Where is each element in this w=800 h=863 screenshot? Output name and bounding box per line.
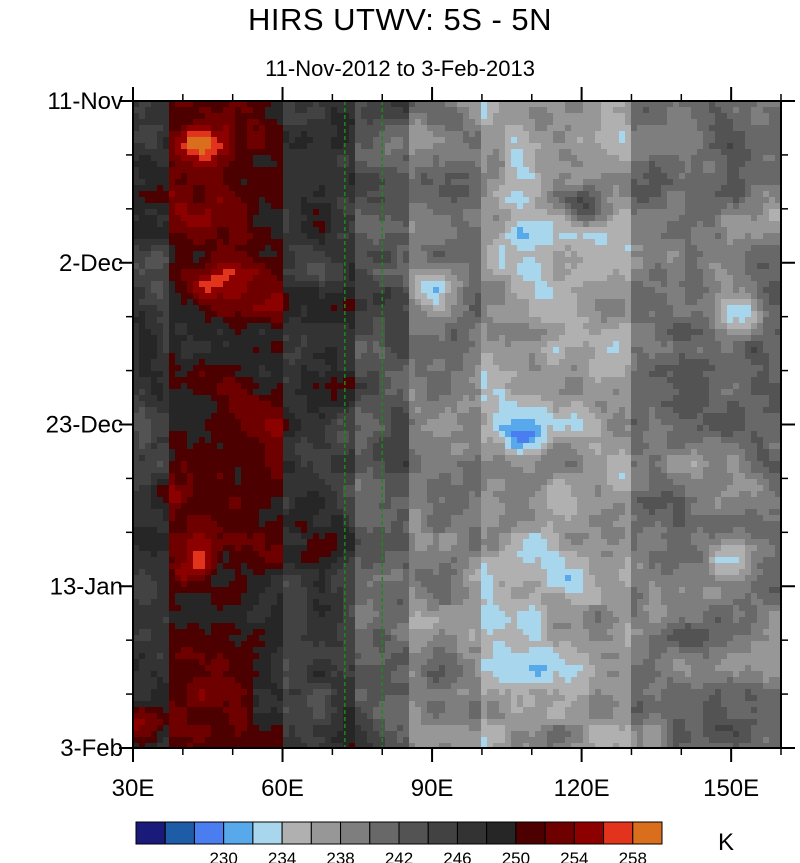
colorbar-tick-label: 254 — [560, 849, 588, 863]
x-tick-labels: 30E 60E 90E 120E 150E — [112, 775, 760, 802]
colorbar-box — [398, 821, 429, 845]
colorbar-box — [603, 821, 634, 845]
colorbar-box — [515, 821, 546, 845]
colorbar-box — [135, 821, 166, 845]
y-tick-labels: 11-Nov 2-Dec 23-Dec 13-Jan 3-Feb — [46, 88, 123, 762]
colorbar-box — [310, 821, 342, 845]
colorbar-box — [223, 821, 254, 845]
x-tick-label: 90E — [411, 775, 454, 802]
colorbar-unit: K — [718, 829, 735, 856]
colorbar-box — [193, 821, 225, 845]
x-tick-label: 120E — [554, 775, 610, 802]
colorbar — [135, 821, 663, 845]
axis-ticks — [119, 87, 795, 762]
colorbar-box — [544, 821, 575, 845]
colorbar-box — [573, 821, 605, 845]
colorbar-box — [427, 821, 458, 845]
heatmap-field — [133, 101, 781, 748]
colorbar-box — [281, 821, 312, 845]
colorbar-box — [456, 821, 488, 845]
y-tick-label: 3-Feb — [60, 735, 123, 762]
colorbar-tick-label: 234 — [268, 849, 296, 863]
chart-subtitle: 11-Nov-2012 to 3-Feb-2013 — [265, 56, 535, 81]
y-tick-label: 13-Jan — [50, 573, 123, 600]
colorbar-box — [164, 821, 195, 845]
colorbar-box — [252, 821, 283, 845]
colorbar-tick-label: 238 — [326, 849, 354, 863]
colorbar-labels: 230 234 238 242 246 250 254 258 — [209, 849, 646, 863]
colorbar-tick-label: 250 — [502, 849, 530, 863]
colorbar-tick-label: 230 — [209, 849, 237, 863]
y-tick-label: 23-Dec — [46, 412, 123, 439]
colorbar-tick-label: 258 — [619, 849, 647, 863]
colorbar-box — [340, 821, 371, 845]
chart-title: HIRS UTWV: 5S - 5N — [247, 2, 553, 37]
colorbar-box — [369, 821, 400, 845]
y-tick-label: 2-Dec — [59, 250, 123, 277]
colorbar-tick-label: 246 — [443, 849, 471, 863]
colorbar-box — [486, 821, 517, 845]
reference-lines — [344, 101, 383, 748]
colorbar-tick-label: 242 — [385, 849, 413, 863]
y-tick-label: 11-Nov — [47, 88, 123, 115]
colorbar-box — [632, 821, 663, 845]
x-tick-label: 30E — [112, 775, 155, 802]
x-tick-label: 60E — [261, 775, 304, 802]
x-tick-label: 150E — [703, 775, 759, 802]
